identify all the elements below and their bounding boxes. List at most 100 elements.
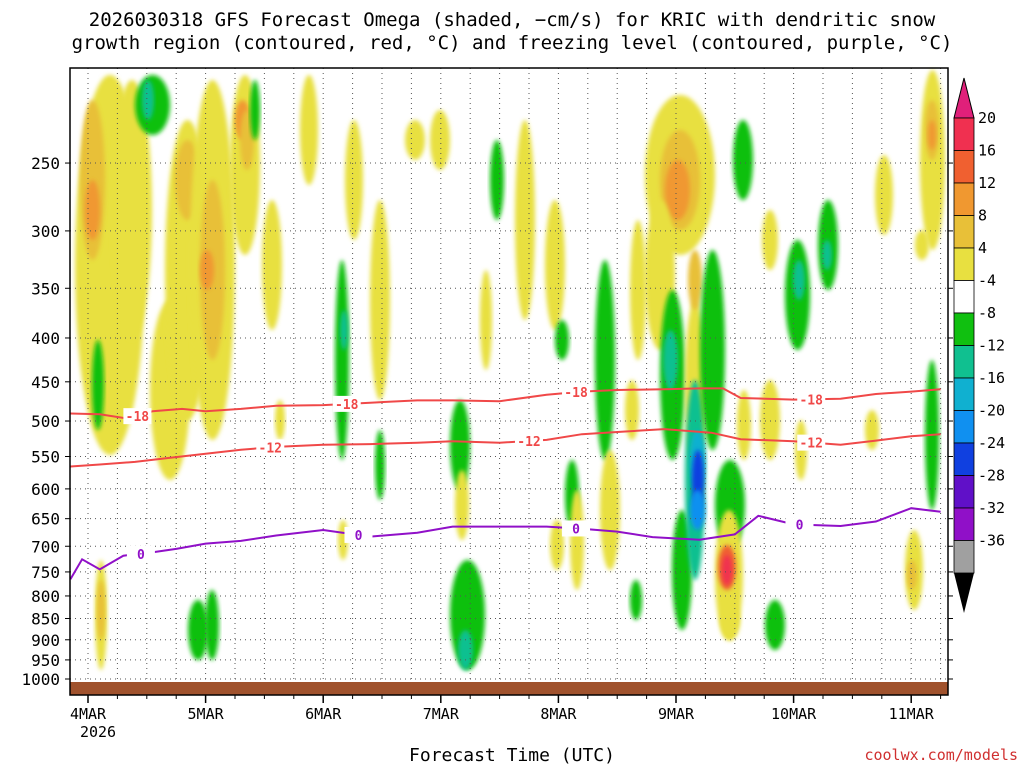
colorbar-tick-label: 16 (978, 142, 996, 160)
omega-shade-blob (85, 180, 100, 240)
omega-shade-blob (630, 220, 646, 360)
omega-shade-blob (570, 490, 584, 590)
omega-shade-blob (630, 580, 642, 620)
omega-shade-blob (700, 250, 725, 450)
omega-shade-blob (865, 410, 879, 450)
omega-shade-blob (515, 120, 535, 320)
x-tick-label: 8MAR (540, 705, 577, 723)
y-tick-label: 550 (31, 447, 60, 466)
omega-shade-blob (822, 240, 832, 270)
contour-label: -18 (335, 398, 359, 413)
colorbar-tick-label: 4 (978, 239, 987, 257)
x-tick-label: 11MAR (889, 705, 935, 723)
colorbar-swatch (953, 442, 975, 476)
omega-shade-blob (625, 380, 639, 440)
omega-shade-blob (92, 340, 104, 430)
colorbar-tick-label: -20 (978, 402, 1005, 420)
omega-shade-blob (665, 160, 690, 220)
colorbar-bottom-arrow (954, 573, 974, 613)
omega-shade-blob (793, 260, 805, 300)
contour-label-bg (562, 384, 591, 401)
colorbar-tick-label: -28 (978, 467, 1005, 485)
y-tick-label: 650 (31, 510, 60, 529)
x-tick-label: 4MAR (70, 705, 107, 723)
contour-label-bg (797, 391, 826, 408)
y-tick-label: 600 (31, 480, 60, 499)
colorbar-swatch (953, 312, 975, 346)
omega-shade-blob (555, 320, 569, 360)
y-tick-label: 350 (31, 279, 60, 298)
contour-label: 0 (572, 522, 580, 537)
colorbar-swatch (953, 150, 975, 184)
y-tick-label: 950 (31, 651, 60, 670)
omega-shade-blob (722, 555, 732, 585)
omega-shade-blob (262, 200, 282, 330)
omega-shade-blob (142, 80, 154, 120)
contour-label-bg (562, 520, 591, 537)
omega-shade-blob (733, 120, 753, 200)
contour-label: -18 (799, 393, 823, 408)
omega-shade-blob (595, 260, 615, 460)
contour-label: 0 (137, 548, 145, 563)
colorbar-swatch (953, 182, 975, 216)
omega-shade-blob (760, 380, 780, 460)
colorbar-tick-label: -4 (978, 272, 996, 290)
y-tick-label: 500 (31, 412, 60, 431)
omega-shade-blob (275, 400, 285, 440)
x-tick-label: 6MAR (305, 705, 342, 723)
omega-shade-blob (300, 75, 318, 185)
omega-shade-blob (335, 260, 349, 460)
omega-shade-blob (188, 600, 208, 660)
omega-shade-blob (762, 210, 778, 270)
colorbar-tick-label: -36 (978, 532, 1005, 550)
omega-shade-blob (690, 490, 705, 530)
colorbar-tick-label: -12 (978, 337, 1005, 355)
omega-shade-blob (455, 470, 469, 540)
y-tick-label: 450 (31, 373, 60, 392)
omega-shade-blob (345, 120, 363, 240)
credit-text: coolwx.com/models (864, 746, 1018, 764)
contour-label-bg (344, 526, 373, 543)
y-tick-label: 700 (31, 537, 60, 556)
x-tick-label: 10MAR (771, 705, 817, 723)
y-tick-label: 300 (31, 222, 60, 241)
y-tick-label: 250 (31, 154, 60, 173)
omega-shade-blob (97, 580, 105, 640)
y-tick-label: 850 (31, 610, 60, 629)
contour-label: -18 (126, 410, 150, 425)
colorbar-top-arrow (953, 77, 975, 119)
contour-label: 0 (355, 529, 363, 544)
omega-shade-blob (200, 250, 214, 290)
colorbar: 20 16 12 8 4 -4 -8 -12 -16 -20 -24 -28 -32 -36 (953, 77, 1005, 613)
contour-lines: -18 -18 -18 -18 -12 -12 -12 0 0 0 0 (69, 384, 941, 580)
omega-shade-blob (600, 450, 620, 570)
ground-fill (70, 682, 948, 695)
colorbar-swatch (953, 540, 975, 574)
contour-label-bg (785, 516, 814, 533)
ground-strip (70, 682, 948, 695)
omega-shade-blob (375, 430, 385, 500)
omega-shade-blob (112, 80, 152, 340)
colorbar-swatch (953, 345, 975, 379)
colorbar-tick-label: -8 (978, 304, 996, 322)
contour-label: -12 (259, 441, 282, 456)
omega-shade-blob (450, 400, 470, 490)
contour-label: -12 (799, 437, 822, 452)
colorbar-swatch (953, 117, 975, 151)
x-axis-title: Forecast Time (UTC) (409, 745, 615, 766)
colorbar-swatch (953, 410, 975, 444)
omega-shade-blob (920, 70, 945, 250)
omega-shade-blob (907, 560, 917, 590)
colorbar-swatch (953, 247, 975, 281)
contour-label-bg (332, 395, 361, 412)
y-tick-label: 1000 (21, 670, 60, 689)
omega-shade-blob (490, 140, 504, 220)
omega-shade-blob (915, 230, 929, 260)
y-tick-label: 900 (31, 631, 60, 650)
omega-shade-blob (663, 330, 678, 390)
colorbar-swatch (953, 377, 975, 411)
contour-label: 0 (796, 519, 804, 534)
colorbar-tick-label: -16 (978, 369, 1005, 387)
